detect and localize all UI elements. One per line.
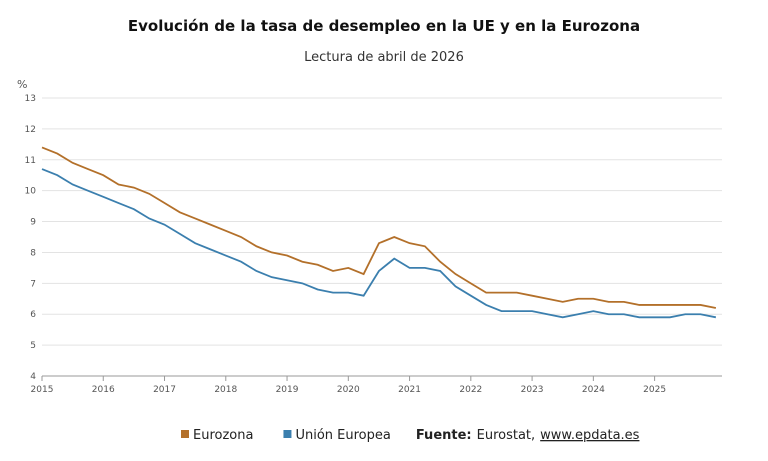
x-tick-label: 2019	[276, 385, 299, 395]
legend-label: Unión Europea	[295, 428, 390, 443]
legend: Eurozona Unión Europea Fuente: Eurostat, www…	[181, 428, 640, 443]
source-text: Eurostat,	[477, 428, 536, 443]
y-tick-label: 5	[30, 341, 36, 351]
source-label: Fuente:	[416, 428, 472, 443]
x-tick-label: 2022	[459, 385, 482, 395]
y-tick-label: 6	[30, 310, 36, 320]
x-tick-label: 2017	[153, 385, 176, 395]
legend-swatch	[283, 430, 292, 438]
x-tick-label: 2023	[521, 385, 544, 395]
x-tick-label: 2021	[398, 385, 421, 395]
x-tick-label: 2025	[643, 385, 666, 395]
series-line	[41, 146, 717, 309]
x-tick-label: 2015	[31, 385, 54, 395]
chart-title: Evolución de la tasa de desempleo en la …	[128, 17, 640, 35]
source-link[interactable]: www.epdata.es	[540, 428, 639, 443]
y-tick-label: 12	[25, 125, 36, 135]
y-tick-label: 9	[30, 218, 36, 228]
series-line	[41, 168, 717, 319]
x-tick-label: 2024	[582, 385, 605, 395]
y-tick-label: 10	[25, 187, 37, 197]
legend-label: Eurozona	[193, 428, 253, 443]
y-tick-label: 11	[25, 156, 36, 166]
y-tick-label: 13	[25, 94, 36, 104]
chart-subtitle: Lectura de abril de 2026	[304, 50, 464, 65]
legend-swatch	[181, 430, 189, 438]
y-axis-label: %	[17, 78, 27, 91]
y-tick-label: 7	[30, 279, 36, 289]
x-tick-label: 2018	[214, 385, 237, 395]
y-tick-label: 4	[30, 372, 36, 382]
x-tick-label: 2020	[337, 385, 360, 395]
y-tick-label: 8	[30, 248, 36, 258]
x-tick-label: 2016	[92, 385, 115, 395]
